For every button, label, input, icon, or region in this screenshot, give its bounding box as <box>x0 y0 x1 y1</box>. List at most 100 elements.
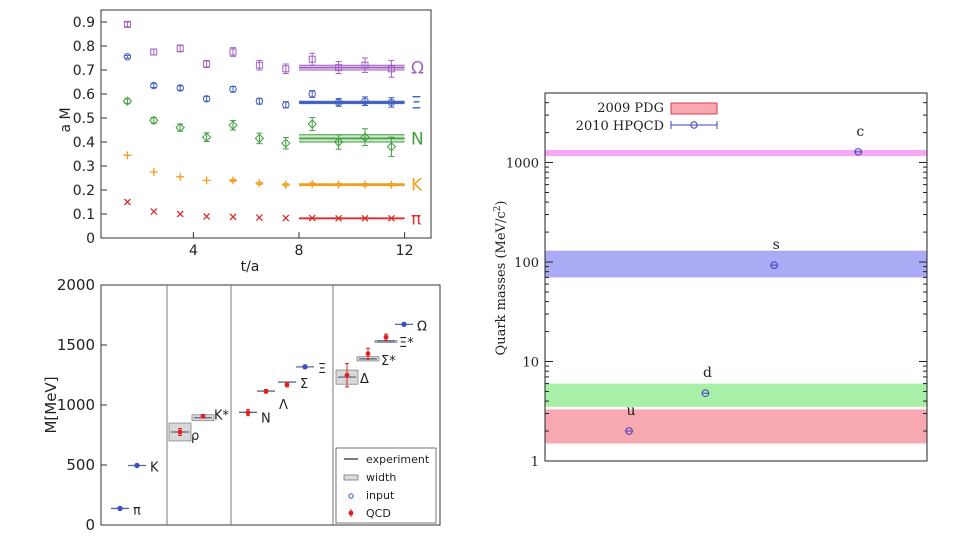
quark-point-s: s <box>770 237 780 269</box>
particle-label: K <box>150 460 159 475</box>
data-point <box>122 96 133 106</box>
y-tick-label: 0.4 <box>73 135 95 151</box>
data-point <box>203 60 211 68</box>
point-label: c <box>856 124 864 140</box>
series-plus: K <box>123 151 423 196</box>
series-diamond: N <box>122 96 424 157</box>
y-tick-label: 0.8 <box>73 39 95 55</box>
particle-label: π <box>133 503 141 518</box>
data-point <box>333 137 344 147</box>
data-point <box>255 97 264 105</box>
point-label: d <box>703 365 712 381</box>
particle-label: Ω <box>417 319 427 334</box>
data-point <box>387 65 395 73</box>
particle-label: Λ <box>279 398 288 413</box>
y-tick-label: 0.3 <box>73 159 95 175</box>
particle-label: Σ <box>300 377 308 392</box>
data-point <box>255 179 264 188</box>
legend-frame <box>335 447 437 524</box>
data-point <box>150 48 158 56</box>
x-tick-label: 8 <box>295 243 304 259</box>
hadron-spectrum-y-label: M[MeV] <box>42 376 60 433</box>
data-point <box>701 389 710 398</box>
legend-hpqcd-label: 2010 HPQCD <box>576 119 664 134</box>
input-point <box>401 321 407 328</box>
data-point <box>176 44 184 52</box>
data-point <box>282 65 290 73</box>
quark-point-c: c <box>854 124 864 156</box>
legend-experiment-label: experiment <box>366 453 430 466</box>
series-cross: π <box>123 198 421 229</box>
qcd-point <box>365 351 371 357</box>
series-label: K <box>411 176 423 196</box>
y-tick-label: 1000 <box>57 396 95 414</box>
data-point <box>308 90 316 98</box>
pdg-band-d <box>545 383 927 407</box>
data-point <box>229 213 237 221</box>
point-label: u <box>627 403 636 419</box>
particle-marker: N <box>239 409 271 426</box>
data-point <box>203 212 211 220</box>
y-tick-label: 2000 <box>57 276 95 294</box>
legend-qcd-label: QCD <box>366 507 391 520</box>
y-tick-label: 0 <box>85 516 95 534</box>
data-point <box>123 20 131 28</box>
data-point <box>229 176 237 185</box>
data-point <box>176 210 184 218</box>
y-tick-label: 100 <box>514 256 539 271</box>
data-point <box>201 132 212 142</box>
data-point <box>123 198 131 206</box>
data-point <box>282 101 290 109</box>
y-tick-label: 0.6 <box>73 87 95 103</box>
particle-label: ρ <box>191 429 199 444</box>
data-point <box>360 132 370 142</box>
qcd-point <box>245 410 251 416</box>
series-label: π <box>411 209 421 229</box>
quark-point-d: d <box>701 365 712 398</box>
particle-marker: Λ <box>257 388 288 413</box>
data-point <box>281 138 291 148</box>
particle-label: K* <box>214 409 230 424</box>
x-tick-label: 4 <box>189 243 198 259</box>
data-point <box>625 427 633 435</box>
pdg-band-u <box>545 409 927 444</box>
qcd-point <box>263 388 269 394</box>
particle-marker: Ω <box>395 319 427 334</box>
data-point <box>229 85 237 93</box>
particle-label: N <box>261 411 271 426</box>
effective-mass-y-label: a M <box>58 107 74 132</box>
particle-label: Σ* <box>381 354 396 369</box>
data-point <box>150 208 158 216</box>
pdg-band-c <box>545 149 927 157</box>
quark-masses-chart: 1 10 100 1000 u d s c Quark masses (MeV/c2) 20… <box>493 92 928 470</box>
data-point <box>255 214 263 222</box>
qcd-point <box>284 382 290 388</box>
series-label: Ξ <box>411 93 422 113</box>
point-label: s <box>773 237 780 253</box>
data-point <box>123 151 132 160</box>
data-point <box>202 95 211 103</box>
input-point <box>302 364 308 370</box>
series-label: Ω <box>411 59 424 79</box>
data-point <box>228 120 238 130</box>
particle-marker: Δ <box>335 363 369 388</box>
particle-label: Ξ <box>318 362 326 377</box>
y-tick-label: 0.2 <box>73 183 95 199</box>
x-tick-label: 12 <box>396 243 414 259</box>
particle-marker: Σ <box>278 377 308 392</box>
y-tick-label: 1000 <box>506 157 539 172</box>
y-tick-label: 500 <box>66 456 95 474</box>
quark-point-u: u <box>625 403 636 435</box>
legend-pdg-swatch <box>670 102 718 115</box>
input-point <box>134 462 140 469</box>
data-point <box>386 142 397 152</box>
data-point <box>281 180 290 189</box>
y-tick-label: 1 <box>531 455 539 470</box>
data-point <box>229 48 237 56</box>
qcd-point <box>383 334 389 340</box>
y-tick-label: 10 <box>522 356 539 371</box>
particle-marker: K <box>128 460 159 475</box>
particle-marker: Ξ <box>296 362 326 377</box>
